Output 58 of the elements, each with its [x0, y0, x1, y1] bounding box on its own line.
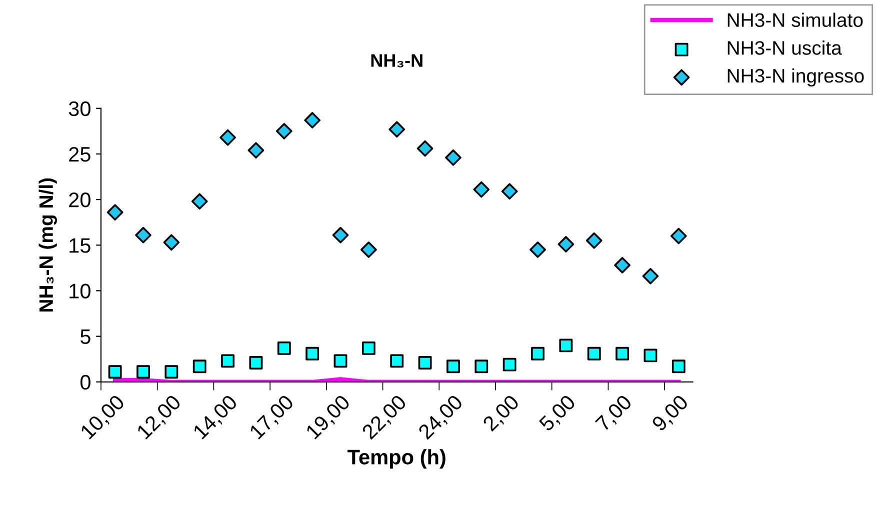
point	[558, 236, 574, 252]
point	[559, 338, 573, 352]
point	[306, 346, 320, 360]
y-tick-label: 5	[80, 330, 90, 344]
point	[531, 346, 544, 360]
point	[616, 346, 630, 360]
point	[362, 341, 376, 355]
y-tick-label: 10	[70, 284, 90, 298]
point	[249, 356, 263, 370]
y-tick-label: 30	[68, 101, 90, 116]
point	[474, 360, 488, 374]
legend-label: NH3-N simulato	[728, 12, 863, 27]
point	[445, 149, 462, 166]
point	[390, 354, 404, 368]
x-axis-title: Tempo (h)	[348, 449, 446, 469]
point	[501, 183, 518, 200]
point	[530, 242, 546, 258]
point	[360, 242, 377, 258]
point	[304, 112, 321, 128]
point	[642, 268, 659, 284]
point	[644, 348, 658, 362]
point	[418, 356, 432, 370]
x-tick-label: 7,00	[594, 394, 634, 434]
y-tick-label: 15	[70, 238, 90, 253]
point	[586, 232, 602, 249]
point	[587, 346, 601, 360]
point	[473, 181, 490, 198]
y-tick-label: 20	[69, 192, 90, 208]
point	[277, 341, 291, 355]
point	[221, 354, 234, 368]
y-tick-label: 0	[80, 374, 90, 390]
point	[191, 193, 208, 210]
legend-label: NH3-N ingresso	[728, 68, 864, 87]
point	[108, 365, 122, 379]
point	[416, 140, 434, 157]
point	[332, 226, 349, 244]
y-tick-label: 25	[69, 146, 90, 162]
chart-title: NH₃-N	[371, 54, 422, 68]
x-tick-label: 9,00	[651, 394, 691, 434]
point	[614, 257, 630, 274]
point	[136, 365, 150, 379]
point	[670, 228, 687, 244]
point	[672, 360, 686, 374]
point	[163, 234, 180, 251]
point	[446, 360, 460, 374]
point	[248, 142, 264, 158]
point	[276, 122, 292, 140]
point	[220, 129, 236, 146]
point	[388, 121, 406, 138]
point	[164, 365, 178, 379]
point	[334, 354, 348, 368]
point	[106, 204, 124, 220]
x-tick-label: 5,00	[538, 394, 578, 434]
point	[135, 226, 152, 244]
point	[502, 358, 516, 372]
legend-label: NH3-N uscita	[728, 40, 842, 55]
y-axis-title: NH₃-N (mg N/l)	[38, 178, 57, 312]
point	[192, 360, 206, 374]
